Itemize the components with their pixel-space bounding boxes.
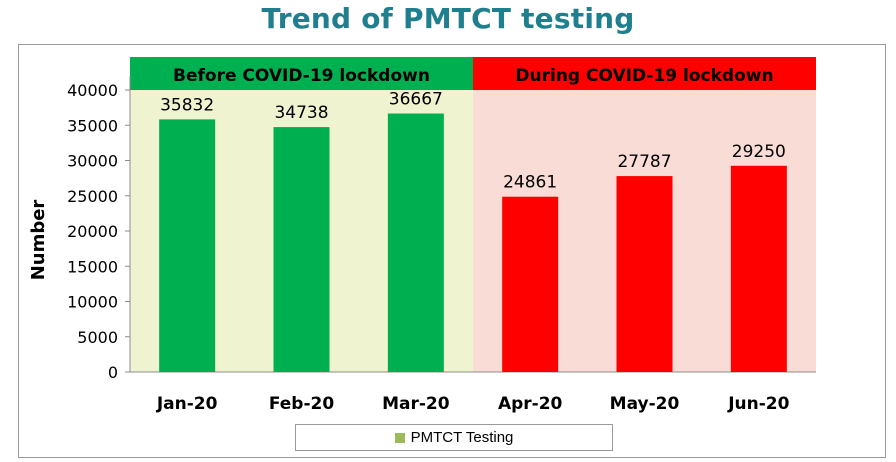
data-label-mar-20: 36667 [389, 89, 443, 109]
y-tick-label: 10000 [67, 293, 118, 312]
x-tick-label-may-20: May-20 [610, 394, 680, 414]
period-banner-label-2: During COVID-19 lockdown [515, 66, 773, 86]
legend-label: PMTCT Testing [410, 429, 514, 446]
x-tick-label-mar-20: Mar-20 [382, 394, 450, 414]
legend: PMTCT Testing [295, 424, 613, 451]
y-tick-label: 25000 [67, 187, 118, 206]
y-tick-label: 5000 [77, 328, 118, 347]
y-tick-label: 35000 [67, 116, 118, 135]
period-banner-1 [130, 57, 473, 90]
y-tick-label: 40000 [67, 81, 118, 100]
period-banner-2 [473, 57, 816, 90]
data-label-jan-20: 35832 [160, 95, 214, 115]
data-label-feb-20: 34738 [274, 103, 328, 123]
y-tick-label: 0 [108, 363, 118, 382]
y-tick-label: 30000 [67, 152, 118, 171]
chart-title: Trend of PMTCT testing [261, 2, 635, 35]
bar-feb-20 [273, 127, 330, 372]
data-label-apr-20: 24861 [503, 173, 557, 193]
bar-may-20 [616, 176, 673, 372]
x-tick-label-feb-20: Feb-20 [269, 394, 335, 414]
x-tick-label-jun-20: Jun-20 [727, 394, 789, 414]
y-tick-label: 15000 [67, 257, 118, 276]
y-axis-label: Number [28, 200, 49, 281]
bar-mar-20 [387, 113, 444, 372]
chart-frame [18, 44, 886, 458]
bar-apr-20 [502, 196, 559, 372]
bar-jun-20 [730, 165, 787, 372]
bar-jan-20 [159, 119, 216, 372]
data-label-may-20: 27787 [617, 152, 671, 172]
y-tick-label: 20000 [67, 222, 118, 241]
legend-swatch [394, 432, 405, 443]
x-tick-label-jan-20: Jan-20 [156, 394, 218, 414]
period-banner-label-1: Before COVID-19 lockdown [173, 66, 430, 86]
x-tick-label-apr-20: Apr-20 [498, 394, 563, 414]
data-label-jun-20: 29250 [732, 142, 786, 162]
